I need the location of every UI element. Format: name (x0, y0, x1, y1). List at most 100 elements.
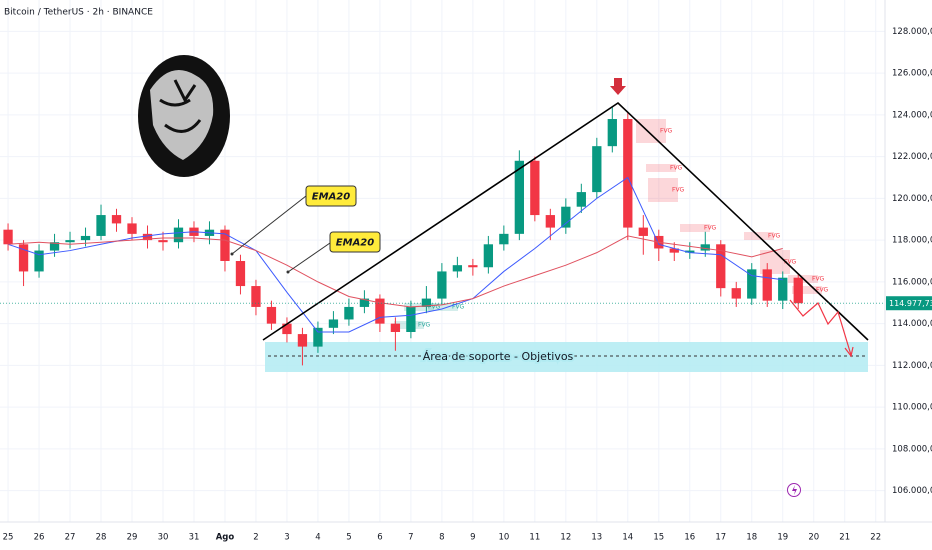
ema-pointer-dot (286, 270, 290, 274)
ema-label: EMA20 (312, 192, 350, 203)
candle-body (716, 244, 726, 289)
candle-body (607, 119, 617, 147)
x-tick-label: 27 (65, 533, 76, 543)
fvg-box (428, 303, 458, 311)
x-tick-label: 14 (622, 533, 633, 543)
x-tick-label: 17 (715, 533, 726, 543)
x-tick-label: 16 (684, 533, 695, 543)
support-label: Área de soporte - Objetivos (423, 350, 574, 363)
fvg-label: FVG (784, 259, 797, 266)
ema-label-box (329, 231, 381, 253)
candle-body (592, 146, 602, 193)
projection-arrowhead (844, 346, 854, 358)
x-tick-label: 29 (127, 533, 138, 543)
y-tick-label: 114.000,00 (892, 319, 932, 329)
x-tick-label: 8 (439, 533, 444, 543)
candle-body (793, 277, 803, 304)
x-tick-label: 11 (529, 533, 540, 543)
ema-pointer (231, 195, 307, 255)
fvg-label: FVG (418, 322, 431, 329)
candle-body (220, 229, 230, 261)
top-arrow (610, 78, 626, 95)
candle-body (34, 250, 44, 272)
candle-body (344, 306, 354, 320)
fvg-label: FVG (704, 225, 717, 232)
x-tick-label: 15 (653, 533, 664, 543)
candle-body (669, 248, 679, 253)
fvg-label: FVG (812, 276, 825, 283)
candle-body (375, 298, 385, 324)
y-tick-label: 120.000,00 (892, 194, 932, 204)
y-tick-label: 110.000,00 (892, 403, 932, 413)
candle-body (468, 265, 478, 268)
candle-body (530, 160, 540, 216)
x-tick-label: 9 (470, 533, 475, 543)
x-tick-label: Ago (216, 533, 235, 543)
candle-body (576, 192, 586, 207)
fvg-label: FVG (768, 233, 781, 240)
ema-label-box (305, 185, 357, 207)
candle-body (297, 334, 308, 347)
fvg-box (646, 164, 676, 172)
x-tick-label: 4 (315, 533, 320, 543)
y-tick-label: 122.000,00 (892, 152, 932, 162)
candle-body (142, 233, 153, 241)
projection (789, 299, 852, 356)
candle-body (235, 261, 246, 287)
candle-body (173, 227, 184, 243)
candle-body (700, 244, 710, 251)
x-tick-label: 19 (777, 533, 788, 543)
candle-body (282, 323, 292, 335)
candle-body (499, 233, 509, 245)
x-tick-label: 22 (870, 533, 881, 543)
fvg-box (648, 178, 678, 202)
x-tick-label: 18 (746, 533, 757, 543)
candle-body (96, 215, 106, 236)
grid (0, 0, 885, 522)
candle-body (111, 215, 122, 224)
candle-body (359, 298, 370, 307)
y-tick-label: 112.000,00 (892, 361, 932, 371)
x-tick-label: 13 (591, 533, 602, 543)
candle-body (778, 277, 788, 301)
x-tick-label: 20 (808, 533, 819, 543)
x-tick-label: 28 (96, 533, 107, 543)
y-tick-label: 128.000,00 (892, 27, 932, 37)
candle-body (328, 319, 339, 328)
candle-body (127, 223, 137, 234)
y-tick-label: 118.000,00 (892, 236, 932, 246)
logo (138, 55, 230, 177)
x-tick-label: 2 (253, 533, 258, 543)
fvg-box (792, 286, 822, 294)
y-tick-label: 108.000,00 (892, 444, 932, 454)
candle-body (158, 240, 168, 243)
fvg-label: FVG (816, 287, 829, 294)
x-tick-label: 6 (377, 533, 382, 543)
y-tick-label: 126.000,00 (892, 69, 932, 79)
ema-pointer-dot (230, 252, 234, 256)
x-tick-label: 26 (34, 533, 45, 543)
candle-body (313, 327, 323, 347)
candle-body (18, 244, 29, 272)
alert-icon-bolt (792, 485, 797, 495)
candle-body (49, 242, 60, 251)
fvg-label: FVG (660, 128, 673, 135)
candle-body (545, 215, 555, 228)
last-price-label: 114.977,73 (889, 299, 932, 308)
fvg-box (636, 119, 666, 143)
x-tick-label: 10 (498, 533, 509, 543)
candle-body (638, 227, 648, 236)
fvg-box (680, 224, 710, 232)
plot (3, 106, 803, 366)
x-tick-label: 21 (839, 533, 850, 543)
ema-pointer (287, 242, 331, 273)
candle-body (762, 269, 772, 301)
candle-body (483, 244, 494, 268)
logo-art (159, 79, 202, 133)
candle-body (747, 269, 757, 299)
y-tick-label: 116.000,00 (892, 277, 932, 287)
candle-body (623, 119, 633, 228)
logo-art (150, 70, 214, 160)
candle-body (251, 286, 261, 307)
trend-lines (262, 101, 869, 341)
